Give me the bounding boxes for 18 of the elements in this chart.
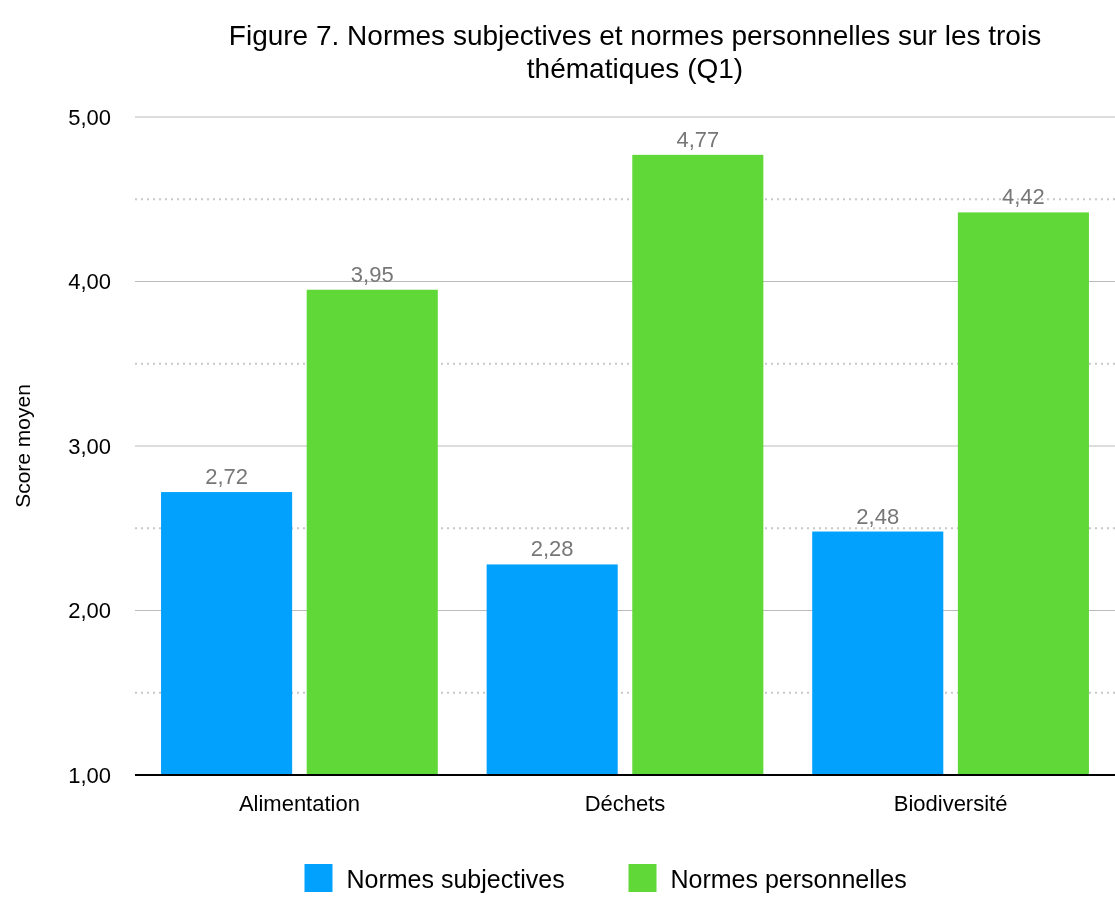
data-label: 4,42 bbox=[1001, 184, 1045, 210]
data-label: 3,95 bbox=[350, 261, 394, 287]
y-tick-label: 4,00 bbox=[68, 269, 111, 295]
data-label: 2,72 bbox=[205, 464, 249, 490]
x-tick-label: Déchets bbox=[584, 791, 666, 816]
data-label: 4,77 bbox=[676, 126, 720, 152]
y-axis-title: Score moyen bbox=[11, 384, 34, 508]
x-tick-label: Alimentation bbox=[238, 791, 360, 816]
legend-label: Normes subjectives bbox=[346, 865, 565, 893]
y-tick-label: 3,00 bbox=[68, 433, 111, 459]
y-tick-label: 1,00 bbox=[68, 762, 111, 788]
y-tick-label: 2,00 bbox=[68, 598, 111, 624]
data-label: 2,28 bbox=[530, 536, 574, 562]
data-label: 2,48 bbox=[856, 503, 900, 529]
chart-title: Figure 7. Normes subjectives et normes personnelles sur les trois thématiques (Q1) bbox=[228, 20, 1042, 84]
y-tick-label: 5,00 bbox=[68, 104, 111, 130]
x-tick-label: Biodiversité bbox=[893, 791, 1008, 816]
legend-label: Normes personnelles bbox=[670, 865, 907, 893]
